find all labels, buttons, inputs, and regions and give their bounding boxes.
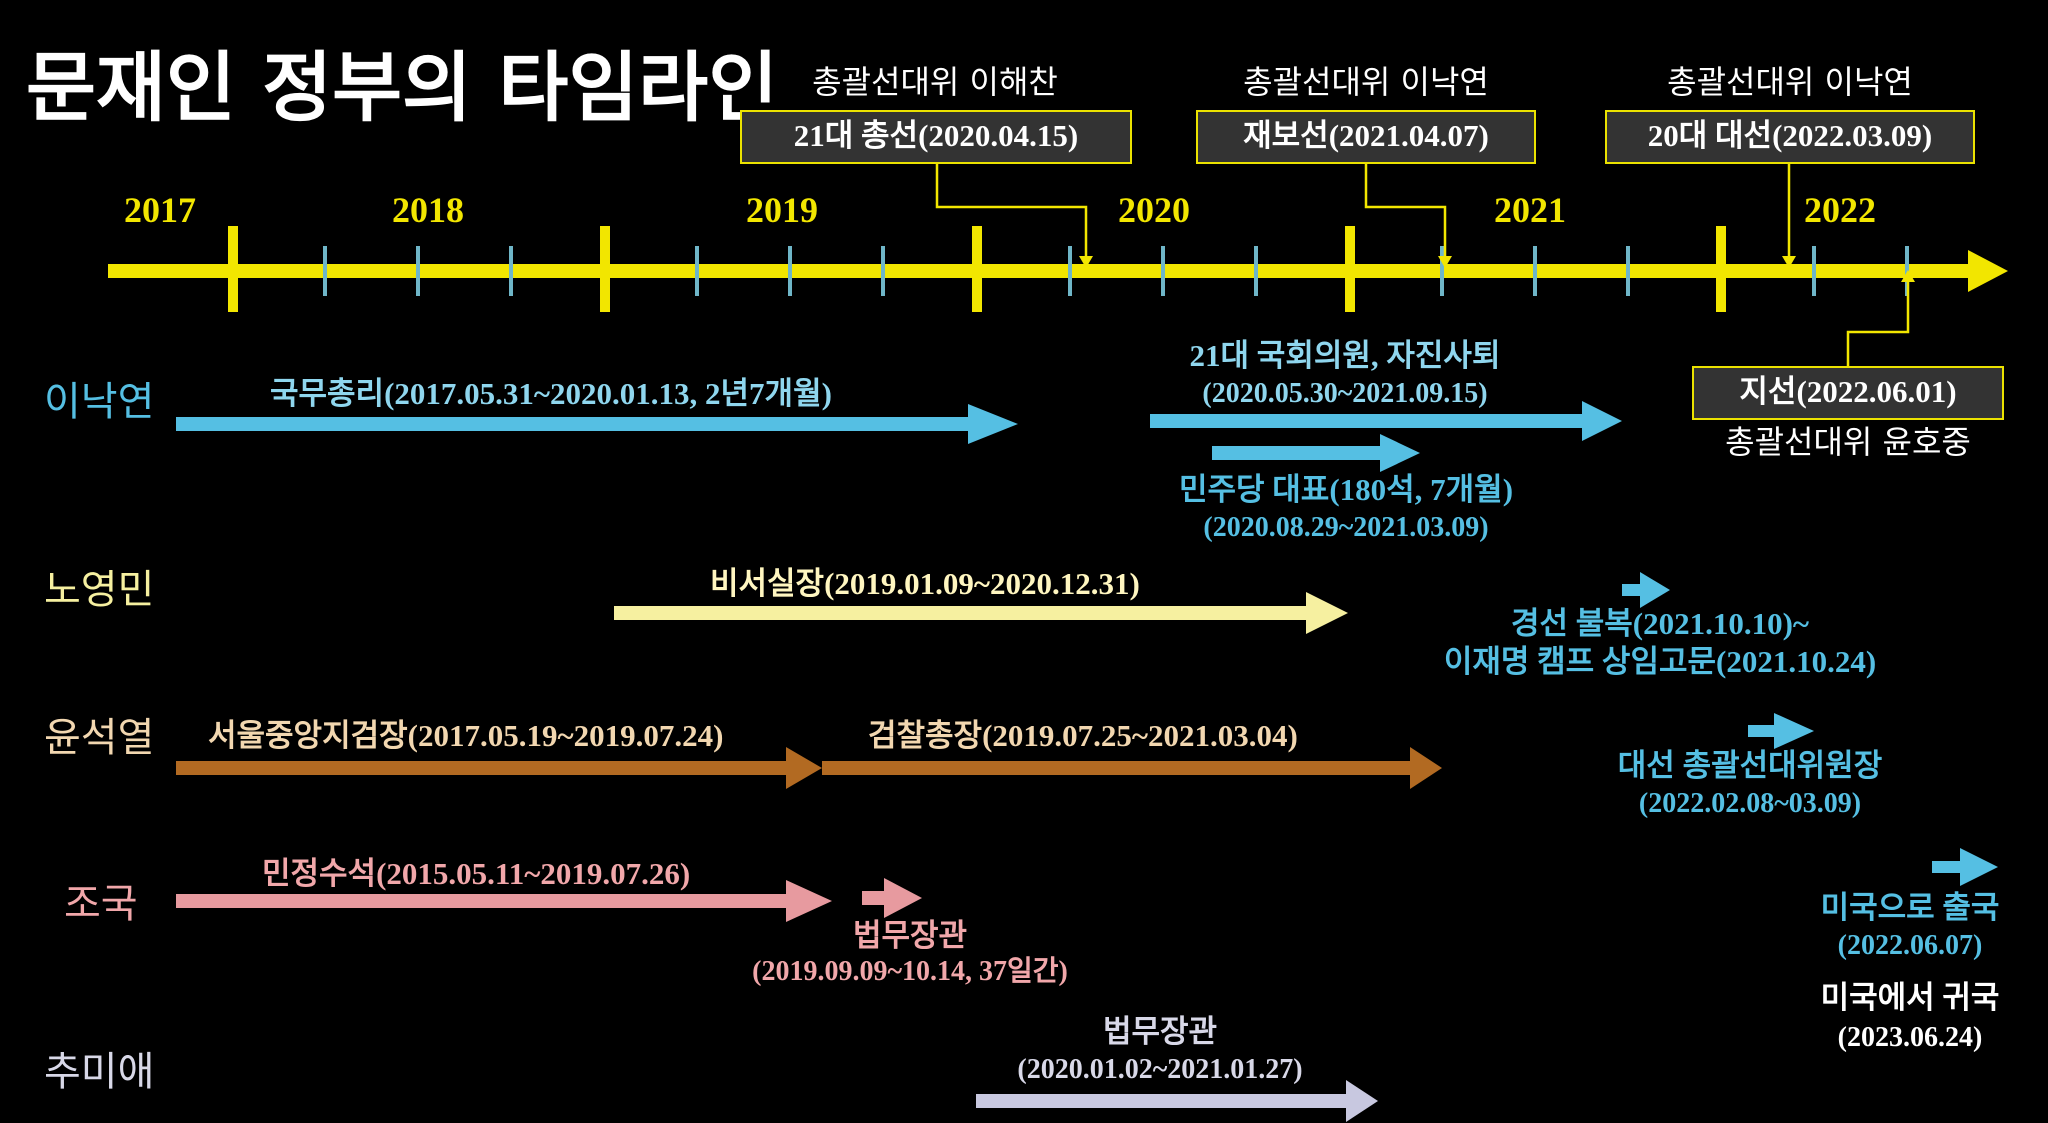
cho-back-label: 미국에서 귀국	[1820, 980, 2000, 1015]
timeline-axis	[108, 226, 2008, 312]
choo-justice-date: (2020.01.02~2021.01.27)	[1017, 1054, 1303, 1085]
person-name-choo: 추미애	[44, 1049, 155, 1095]
cho-justice-label: 법무장관	[852, 918, 968, 953]
event-connectors	[935, 163, 1910, 366]
choo-justice-label: 법무장관	[1102, 1014, 1218, 1049]
roh-camp-label-2: 이재명 캠프 상임고문(2021.10.24)	[1443, 644, 1877, 679]
person-name-cho: 조국	[64, 881, 138, 927]
event-top-label: 총괄선대위 이낙연	[1243, 63, 1489, 101]
year-label: 2022	[1804, 190, 1876, 230]
year-label: 2018	[392, 190, 464, 230]
cho-civil-label: 민정수석(2015.05.11~2019.07.26)	[262, 856, 691, 891]
lee-pm-label: 국무총리(2017.05.31~2020.01.13, 2년7개월)	[270, 376, 832, 411]
lee-pm-arrow	[176, 404, 1018, 444]
event-top-label: 총괄선대위 이낙연	[1667, 63, 1913, 101]
event-box: 21대 총선(2020.04.15)	[740, 110, 1132, 164]
cho-civil-arrow	[176, 880, 832, 922]
yoon-pg-label: 검찰총장(2019.07.25~2021.03.04)	[868, 718, 1298, 753]
cho-us-date: (2022.06.07)	[1837, 930, 1983, 961]
event-bottom-label: 총괄선대위 윤호중	[1725, 423, 1971, 461]
lee-party-label: 민주당 대표(180석, 7개월)	[1178, 472, 1514, 507]
person-name-lee: 이낙연	[44, 379, 155, 425]
roh-chief-label: 비서실장(2019.01.09~2020.12.31)	[710, 566, 1140, 601]
cho-us-arrow	[1932, 848, 1998, 886]
event-box: 지선(2022.06.01)	[1692, 366, 2004, 420]
cho-us-label: 미국으로 출국	[1820, 890, 2000, 925]
roh-camp-label: 경선 불복(2021.10.10)~	[1510, 606, 1810, 641]
year-label: 2020	[1118, 190, 1190, 230]
yoon-camp-date: (2022.02.08~03.09)	[1638, 788, 1862, 819]
person-name-yoon: 윤석열	[44, 715, 155, 761]
yoon-seoul-label: 서울중앙지검장(2017.05.19~2019.07.24)	[208, 718, 724, 753]
event-box: 20대 대선(2022.03.09)	[1605, 110, 1975, 164]
yoon-camp-arrow	[1748, 713, 1814, 749]
cho-justice-date: (2019.09.09~10.14, 37일간)	[752, 956, 1068, 987]
year-label: 2019	[746, 190, 818, 230]
choo-justice-arrow	[976, 1080, 1378, 1122]
event-top-label: 총괄선대위 이해찬	[812, 63, 1058, 101]
event-box: 재보선(2021.04.07)	[1196, 110, 1536, 164]
year-label: 2017	[124, 190, 196, 230]
person-name-roh: 노영민	[44, 567, 155, 613]
yoon-seoul-arrow	[176, 747, 822, 789]
roh-camp-arrow	[1622, 572, 1670, 608]
yoon-pg-arrow	[822, 747, 1442, 789]
roh-chief-arrow	[614, 592, 1348, 634]
year-label: 2021	[1494, 190, 1566, 230]
lee-party-date: (2020.08.29~2021.03.09)	[1203, 512, 1489, 543]
page-title: 문재인 정부의 타임라인	[26, 43, 779, 132]
lee-mp-date: (2020.05.30~2021.09.15)	[1202, 378, 1488, 409]
cho-justice-arrow	[862, 878, 922, 918]
lee-party-arrow	[1212, 434, 1420, 472]
yoon-camp-label: 대선 총괄선대위원장	[1617, 748, 1883, 783]
lee-mp-arrow	[1150, 401, 1622, 441]
cho-back-date: (2023.06.24)	[1837, 1022, 1983, 1053]
lee-mp-label: 21대 국회의원, 자진사퇴	[1189, 338, 1501, 373]
